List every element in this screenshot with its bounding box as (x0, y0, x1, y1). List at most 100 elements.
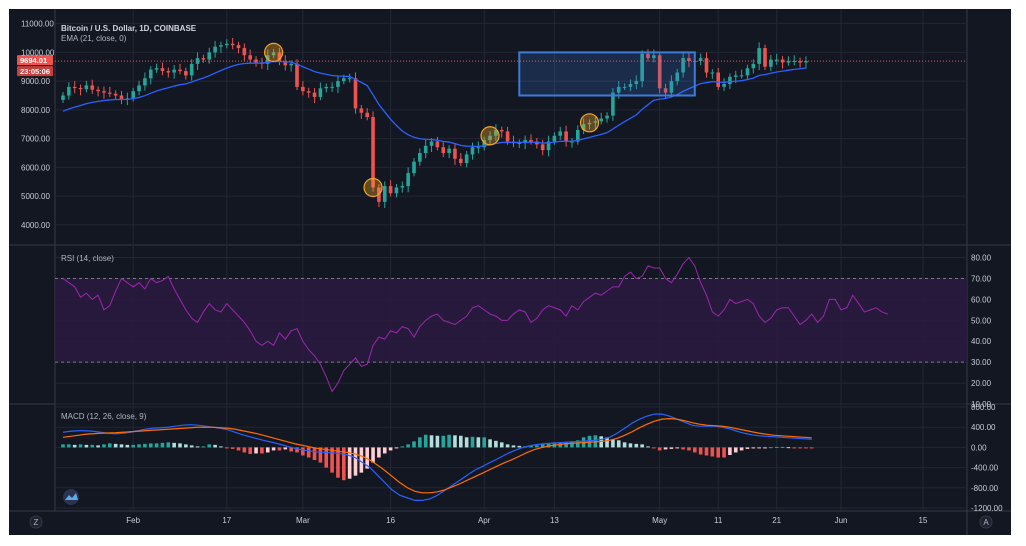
macd-histogram-bar (312, 447, 317, 461)
candle-body (640, 53, 644, 82)
rsi-line-path (62, 256, 889, 393)
macd-panel (61, 413, 814, 502)
macd-histogram-bar (172, 442, 176, 448)
candle-body (154, 68, 159, 70)
price-tick-label: 5000.00 (21, 192, 50, 201)
price-tick-label: 4000.00 (21, 221, 50, 230)
candle-body (517, 142, 522, 144)
highlight-circle (579, 113, 600, 133)
candle-body (412, 161, 416, 174)
ema-line (62, 60, 807, 148)
chart-title: Bitcoin / U.S. Dollar, 1D, COINBASE (61, 24, 197, 33)
grid (9, 9, 1011, 535)
macd-histogram-bar (476, 437, 481, 448)
macd-histogram-bar (213, 444, 217, 448)
candle-body (423, 145, 428, 153)
x-tick-label: Jun (835, 516, 848, 525)
ema-line-path (62, 60, 807, 148)
candle-body (84, 85, 89, 90)
macd-histogram-bar (453, 435, 457, 448)
macd-histogram-bar (675, 447, 680, 449)
macd-histogram-bar (564, 442, 568, 448)
x-tick-label: 17 (222, 516, 231, 525)
x-tick-label: Apr (478, 516, 491, 525)
candle-body (324, 86, 329, 89)
chart-canvas[interactable]: 9694.01 23:05:06 Feb 17 Mar 16 Apr 13 May 11 21 Ju… (9, 9, 1011, 535)
macd-histogram-bar (184, 444, 188, 448)
candle-body (605, 115, 609, 119)
macd-histogram-bar (722, 447, 726, 458)
macd-histogram-bar (663, 447, 668, 450)
highlight-circle (480, 126, 500, 146)
x-tick-label: Feb (126, 516, 140, 525)
macd-histogram-bar (769, 447, 773, 449)
candle-body (189, 63, 194, 76)
macd-histogram-bar (687, 447, 691, 451)
x-tick-label: 11 (714, 516, 723, 525)
time-zone-button[interactable]: Z (29, 515, 43, 529)
macd-histogram-bar (201, 446, 206, 448)
macd-histogram-bar (786, 447, 791, 449)
macd-histogram-bar (382, 447, 387, 454)
macd-histogram-bar (271, 447, 276, 451)
macd-histogram-bar (447, 434, 451, 448)
macd-histogram-bar (657, 447, 662, 451)
macd-tick-label: 0.00 (971, 443, 987, 452)
macd-histogram-bar (464, 437, 469, 448)
price-tick-label: 8000.00 (21, 106, 50, 115)
macd-histogram-bar (166, 442, 171, 448)
macd-histogram-bar (113, 443, 118, 448)
candle-body (102, 91, 106, 93)
candle-body (669, 81, 674, 93)
candle-body (400, 186, 405, 188)
macd-line-path (62, 413, 812, 502)
candle-body (488, 135, 492, 141)
macd-histogram-bar (739, 447, 744, 451)
candle-body (499, 130, 504, 132)
auto-scale-button[interactable]: A (979, 515, 993, 529)
candle-body (657, 55, 662, 89)
macd-histogram-bar (108, 443, 112, 448)
candle-body (301, 86, 305, 92)
macd-histogram-bar (78, 444, 83, 448)
macd-histogram-bar (336, 447, 340, 478)
macd-histogram-bar (418, 437, 422, 448)
x-tick-label: 16 (386, 516, 395, 525)
macd-histogram-bar (277, 447, 282, 451)
candle-body (207, 52, 212, 60)
candle-body (67, 86, 71, 96)
candle-body (769, 59, 773, 67)
macd-histogram-bar (646, 446, 650, 448)
rsi-tick-label: 50.00 (971, 316, 992, 325)
candle-body (248, 55, 252, 60)
macd-histogram-bar (207, 444, 212, 448)
macd-histogram-bar (342, 447, 346, 481)
macd-histogram-bar (704, 447, 709, 456)
candle-body (441, 147, 446, 153)
macd-histogram-bar (774, 446, 779, 448)
candle-body (763, 48, 767, 67)
macd-histogram-bar (96, 445, 100, 448)
macd-histogram-bar (119, 444, 124, 448)
macd-histogram-bar (67, 444, 71, 448)
candle-body (119, 95, 124, 99)
candle-body (722, 84, 726, 87)
price-tick-label: 9000.00 (21, 77, 50, 86)
candle-body (184, 71, 188, 76)
macd-histogram-bar (394, 447, 399, 449)
candle-body (646, 53, 650, 59)
macd-histogram-bar (757, 447, 761, 449)
ema-indicator-label: EMA (21, close, 0) (61, 34, 127, 43)
candle-body (634, 81, 639, 84)
rsi-tick-label: 20.00 (971, 379, 992, 388)
macd-histogram-bar (693, 447, 697, 453)
macd-histogram-bar (763, 447, 767, 449)
macd-histogram-bar (400, 446, 405, 448)
rsi-tick-label: 80.00 (971, 254, 992, 263)
macd-histogram-bar (318, 447, 323, 463)
candle-body (78, 88, 83, 90)
candle-body (213, 46, 217, 53)
candle-body (388, 186, 393, 194)
candle-body (611, 92, 615, 116)
channel-box (518, 51, 696, 97)
